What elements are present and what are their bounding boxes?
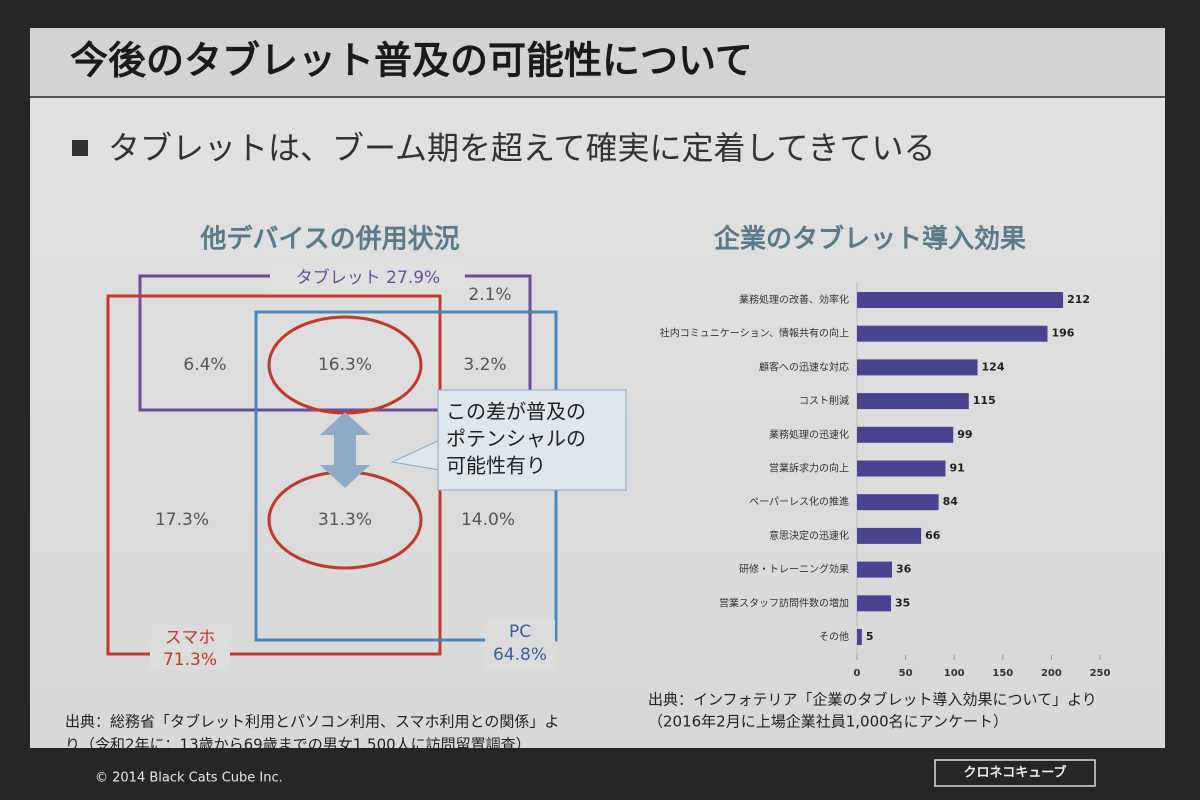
- region-value: 3.2%: [463, 355, 506, 375]
- value-label: 196: [1052, 327, 1075, 340]
- callout-text: 可能性有り: [446, 454, 546, 478]
- bar: [857, 629, 862, 645]
- pc-label: PC: [509, 622, 531, 642]
- chart-title: 企業のタブレット導入効果: [714, 224, 1026, 255]
- category-label: 研修・トレーニング効果: [739, 563, 849, 576]
- label-bg: [270, 265, 465, 289]
- bullet-text: タブレットは、ブーム期を超えて確実に定着してきている: [108, 129, 936, 167]
- value-label: 36: [896, 563, 912, 576]
- bar: [857, 292, 1064, 308]
- region-value: 14.0%: [461, 510, 515, 530]
- bar: [857, 426, 954, 443]
- category-label: 業務処理の迅速化: [769, 428, 849, 441]
- copyright: © 2014 Black Cats Cube Inc.: [95, 771, 283, 786]
- region-value: 6.4%: [183, 355, 226, 375]
- x-tick-label: 50: [899, 668, 913, 679]
- bar: [857, 393, 969, 410]
- bullet-mark: [72, 140, 88, 156]
- category-label: 意思決定の迅速化: [769, 529, 849, 542]
- source-text: 出典：インフォテリア「企業のタブレット導入効果について」より: [648, 691, 1097, 709]
- callout-box: [437, 389, 627, 491]
- bar: [857, 494, 939, 511]
- bar: [857, 359, 978, 376]
- value-label: 99: [957, 428, 972, 441]
- region-value: 17.3%: [155, 510, 209, 530]
- logo: クロネコキューブ: [964, 765, 1067, 781]
- label-bg: [150, 625, 230, 670]
- pc-label: 64.8%: [493, 645, 547, 665]
- category-label: コスト削減: [799, 394, 849, 407]
- value-label: 66: [925, 529, 941, 542]
- callout-text: この差が普及の: [446, 400, 586, 424]
- value-label: 212: [1067, 293, 1090, 306]
- bar: [857, 460, 946, 477]
- smartphone-label: 71.3%: [163, 650, 217, 670]
- callout-text: ポテンシャルの: [446, 427, 586, 451]
- x-tick-label: 250: [1090, 668, 1111, 679]
- category-label: ペーパーレス化の推進: [749, 495, 849, 508]
- value-label: 124: [982, 360, 1005, 373]
- category-label: 営業訴求力の向上: [769, 462, 849, 475]
- source-text: （2016年2月に上場企業社員1,000名にアンケート）: [648, 713, 1008, 731]
- category-label: 顧客への迅速な対応: [759, 360, 849, 373]
- value-label: 5: [866, 630, 874, 643]
- slide-title: 今後のタブレット普及の可能性について: [70, 39, 753, 83]
- value-label: 91: [949, 462, 964, 475]
- logo-frame: [934, 759, 1096, 787]
- value-label: 84: [943, 495, 959, 508]
- x-tick-label: 200: [1041, 668, 1062, 679]
- value-label: 115: [973, 394, 996, 407]
- diagram-title: 他デバイスの併用状況: [199, 224, 459, 255]
- tablet-label: タブレット 27.9%: [296, 267, 440, 288]
- x-tick-label: 100: [944, 668, 965, 679]
- double-arrow: [320, 412, 370, 488]
- region-value: 2.1%: [468, 285, 511, 305]
- region-value: 31.3%: [318, 510, 372, 530]
- x-tick-label: 150: [992, 668, 1013, 679]
- source-text: り（令和2年に：13歳から69歳までの男女1,500人に訪問留置調査）: [65, 736, 531, 754]
- category-label: 業務処理の改善、効率化: [739, 293, 849, 306]
- smartphone-label: スマホ: [165, 628, 216, 648]
- x-tick-label: 0: [854, 668, 861, 679]
- category-label: 社内コミュニケーション、情報共有の向上: [660, 327, 849, 340]
- bar: [857, 595, 892, 612]
- source-text: 出典：総務省「タブレット利用とパソコン利用、スマホ利用との関係」よ: [65, 713, 559, 731]
- label-bg: [485, 620, 555, 670]
- bar: [857, 561, 892, 578]
- category-label: 営業スタッフ訪問件数の増加: [719, 596, 849, 609]
- region-value: 16.3%: [318, 355, 372, 375]
- bar: [857, 325, 1048, 342]
- value-label: 35: [895, 596, 910, 609]
- category-label: その他: [819, 630, 849, 643]
- title-bar: [30, 28, 1165, 96]
- bar: [857, 527, 922, 544]
